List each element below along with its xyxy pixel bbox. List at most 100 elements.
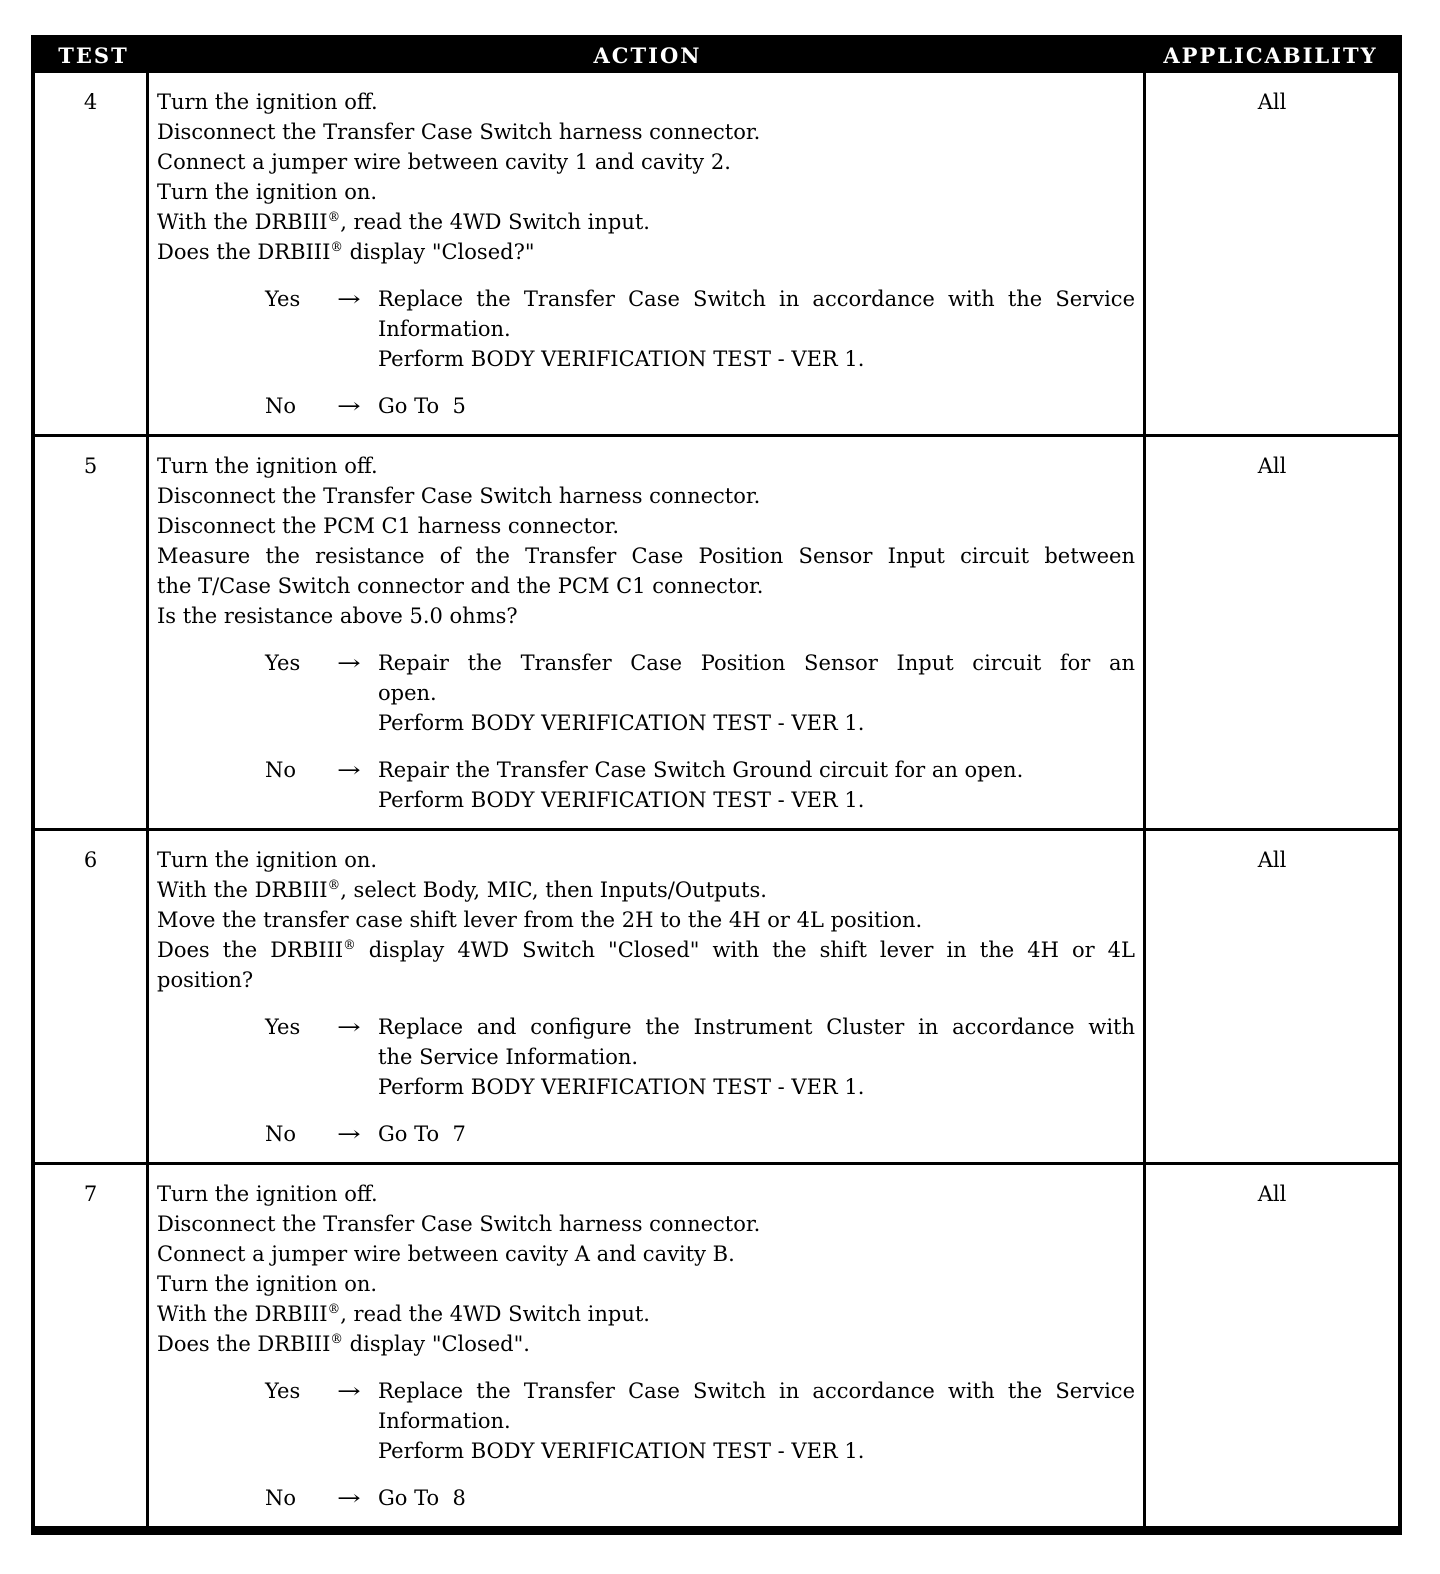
- branch-yes: Yes → Replace and configure the Instrument…: [265, 1012, 1135, 1102]
- instruction-sentence: Turn the ignition off.: [157, 87, 1135, 117]
- column-header-applicability: APPLICABILITY: [1163, 43, 1378, 68]
- text-line: Turn the ignition off.: [157, 90, 378, 114]
- table-body: 4 Turn the ignition off. Disconnect the Tr…: [35, 73, 1398, 1526]
- text-line: Measure the resistance of the Transfer C…: [157, 544, 1135, 568]
- instruction-sentence: Turn the ignition on.: [157, 1269, 1135, 1299]
- result-sentence: Replace the Transfer Case Switch in acco…: [378, 284, 1135, 344]
- text-line: Connect a jumper wire between cavity A a…: [157, 1242, 735, 1266]
- branch-answer-label: No: [265, 758, 297, 782]
- text-line: Replace the Transfer Case Switch in acco…: [378, 1379, 1135, 1403]
- arrow-right-icon: →: [337, 1486, 361, 1510]
- branch-answer-label: Yes: [265, 1379, 301, 1403]
- text-line: the Service Information.: [378, 1045, 639, 1069]
- text-line: Perform BODY VERIFICATION TEST - VER 1.: [378, 788, 865, 812]
- text-line: Go To 5: [378, 394, 466, 418]
- branch-answer-label: No: [265, 1486, 297, 1510]
- branch-result: Replace the Transfer Case Switch in acco…: [378, 284, 1135, 374]
- branch-result: Go To 5: [378, 391, 1135, 421]
- text-line: Turn the ignition off.: [157, 454, 378, 478]
- text-line: position?: [157, 968, 254, 992]
- text-line: With the DRBIII®, select Body, MIC, then…: [157, 877, 767, 902]
- test-number: 4: [35, 73, 149, 434]
- registered-trademark-symbol: ®: [327, 1301, 341, 1316]
- arrow-right-icon: →: [337, 287, 361, 311]
- instruction-sentence: Connect a jumper wire between cavity A a…: [157, 1239, 1135, 1269]
- action-cell: Turn the ignition off. Disconnect the Tra…: [149, 1165, 1143, 1526]
- result-sentence: Repair the Transfer Case Position Sensor…: [378, 648, 1135, 708]
- branch-yes: Yes → Replace the Transfer Case Switch in …: [265, 284, 1135, 374]
- arrow-right-icon: →: [337, 1122, 361, 1146]
- test-row: 6 Turn the ignition on. With the DRBIII®, …: [35, 828, 1398, 1162]
- result-sentence: Replace the Transfer Case Switch in acco…: [378, 1376, 1135, 1436]
- branch-result: Replace the Transfer Case Switch in acco…: [378, 1376, 1135, 1466]
- instruction-sentence: Turn the ignition on.: [157, 177, 1135, 207]
- action-cell: Turn the ignition on. With the DRBIII®, s…: [149, 831, 1143, 1162]
- branch-no: No → Repair the Transfer Case Switch Groun…: [265, 755, 1135, 815]
- text-line: open.: [378, 681, 437, 705]
- branch-no: No → Go To 7: [265, 1119, 1135, 1149]
- text-line: Repair the Transfer Case Switch Ground c…: [378, 758, 1024, 782]
- branch-answer-label: Yes: [265, 651, 301, 675]
- branch-yes: Yes → Repair the Transfer Case Position Se…: [265, 648, 1135, 738]
- text-line: Turn the ignition off.: [157, 1182, 378, 1206]
- text-line: Disconnect the PCM C1 harness connector.: [157, 514, 620, 538]
- arrow-right-icon: →: [337, 651, 361, 675]
- result-sentence: Perform BODY VERIFICATION TEST - VER 1.: [378, 785, 1135, 815]
- text-line: Disconnect the Transfer Case Switch harn…: [157, 120, 761, 144]
- branch-result: Repair the Transfer Case Switch Ground c…: [378, 755, 1135, 815]
- arrow-right-icon: →: [337, 1015, 361, 1039]
- applicability-cell: All: [1143, 1165, 1398, 1526]
- text-line: Disconnect the Transfer Case Switch harn…: [157, 484, 761, 508]
- instruction-sentence: Disconnect the PCM C1 harness connector.: [157, 511, 1135, 541]
- instruction-sentence: Connect a jumper wire between cavity 1 a…: [157, 147, 1135, 177]
- instruction-sentence: With the DRBIII®, select Body, MIC, then…: [157, 875, 1135, 905]
- instruction-sentence: Is the resistance above 5.0 ohms?: [157, 601, 1135, 631]
- text-line: Perform BODY VERIFICATION TEST - VER 1.: [378, 347, 865, 371]
- branch-answer-label: No: [265, 1122, 297, 1146]
- table-header-row: TEST ACTION APPLICABILITY: [35, 39, 1398, 73]
- action-cell: Turn the ignition off. Disconnect the Tra…: [149, 437, 1143, 828]
- registered-trademark-symbol: ®: [330, 239, 343, 254]
- arrow-right-icon: →: [337, 1379, 361, 1403]
- branch-no: No → Go To 8: [265, 1483, 1135, 1513]
- branch-answer-label: Yes: [265, 287, 301, 311]
- branch-yes: Yes → Replace the Transfer Case Switch in …: [265, 1376, 1135, 1466]
- instruction-block: Turn the ignition off. Disconnect the Tra…: [157, 87, 1135, 267]
- branch-answer-label: Yes: [265, 1015, 301, 1039]
- column-header-test: TEST: [58, 43, 129, 68]
- text-line: Information.: [378, 317, 511, 341]
- instruction-sentence: Turn the ignition off.: [157, 1179, 1135, 1209]
- instruction-sentence: Does the DRBIII® display 4WD Switch "Clo…: [157, 935, 1135, 995]
- test-row: 4 Turn the ignition off. Disconnect the Tr…: [35, 73, 1398, 434]
- test-number: 7: [35, 1165, 149, 1526]
- instruction-sentence: With the DRBIII®, read the 4WD Switch in…: [157, 1299, 1135, 1329]
- action-cell: Turn the ignition off. Disconnect the Tra…: [149, 73, 1143, 434]
- text-line: Information.: [378, 1409, 511, 1433]
- result-sentence: Go To 5: [378, 391, 1135, 421]
- text-line: Go To 8: [378, 1486, 466, 1510]
- instruction-sentence: Disconnect the Transfer Case Switch harn…: [157, 1209, 1135, 1239]
- text-line: Move the transfer case shift lever from …: [157, 908, 923, 932]
- text-line: Turn the ignition on.: [157, 848, 378, 872]
- instruction-block: Turn the ignition off. Disconnect the Tra…: [157, 1179, 1135, 1359]
- branch-result: Go To 7: [378, 1119, 1135, 1149]
- registered-trademark-symbol: ®: [327, 877, 341, 892]
- branch-result: Repair the Transfer Case Position Sensor…: [378, 648, 1135, 738]
- test-row: 7 Turn the ignition off. Disconnect the Tr…: [35, 1162, 1398, 1526]
- text-line: Repair the Transfer Case Position Sensor…: [378, 651, 1135, 675]
- result-sentence: Go To 7: [378, 1119, 1135, 1149]
- branch-answer-label: No: [265, 394, 297, 418]
- instruction-sentence: Does the DRBIII® display "Closed?": [157, 237, 1135, 267]
- applicability-cell: All: [1143, 831, 1398, 1162]
- instruction-sentence: Does the DRBIII® display "Closed".: [157, 1329, 1135, 1359]
- text-line: Does the DRBIII® display "Closed?": [157, 239, 535, 264]
- text-line: Go To 7: [378, 1122, 466, 1146]
- text-line: Does the DRBIII® display "Closed".: [157, 1331, 530, 1356]
- test-number: 6: [35, 831, 149, 1162]
- text-line: Perform BODY VERIFICATION TEST - VER 1.: [378, 1439, 865, 1463]
- result-sentence: Go To 8: [378, 1483, 1135, 1513]
- text-line: Disconnect the Transfer Case Switch harn…: [157, 1212, 761, 1236]
- text-line: Does the DRBIII® display 4WD Switch "Clo…: [157, 937, 1135, 962]
- text-line: the T/Case Switch connector and the PCM …: [157, 574, 764, 598]
- instruction-sentence: With the DRBIII®, read the 4WD Switch in…: [157, 207, 1135, 237]
